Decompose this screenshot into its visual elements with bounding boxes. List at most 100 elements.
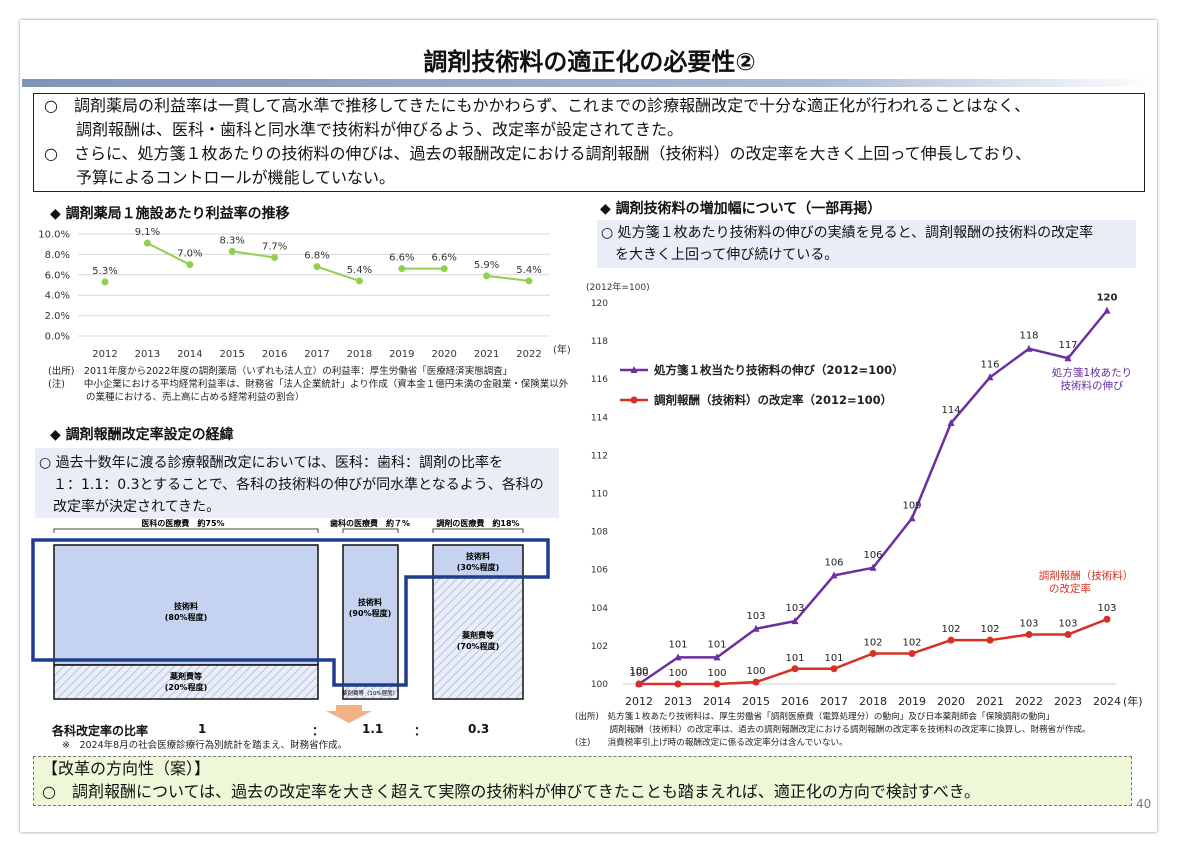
history-text: ○ 過去十数年に渡る診療報酬改定においては、医科：歯科：調剤の比率を <box>39 455 503 471</box>
y-tick-label: 114 <box>591 413 608 423</box>
data-label: 120 <box>1097 293 1118 304</box>
data-label: 5.4% <box>516 265 541 276</box>
y-tick-label: 106 <box>591 566 608 576</box>
ratio-row: 各科改定率の比率 1 ： 1.1 ： 0.3 <box>52 722 532 738</box>
data-point <box>674 653 682 661</box>
data-label: 103 <box>1097 603 1116 614</box>
series-line <box>232 250 275 259</box>
data-label: 102 <box>941 624 960 635</box>
data-point <box>1025 344 1033 352</box>
y-tick-label: 110 <box>591 490 608 500</box>
x-tick-label: 2022 <box>516 349 541 360</box>
dental-tech-label: 技術料 <box>358 597 382 607</box>
dental-cost-label: 歯科の医療費 約７% <box>330 518 410 528</box>
data-point <box>713 653 721 661</box>
x-axis-unit: (年) <box>1123 694 1143 708</box>
pharmacy-tech-block <box>432 544 524 578</box>
y-tick-label: 118 <box>591 337 608 347</box>
data-point <box>143 239 151 247</box>
data-label: 8.3% <box>219 235 244 246</box>
data-label: 114 <box>941 405 960 416</box>
legend-label: 処方箋１枚当たり技術料の伸び（2012=100） <box>653 363 904 377</box>
y-tick-label: 100 <box>591 680 608 690</box>
data-point <box>228 247 236 255</box>
increase-chart: (2012年=100) 100 102 104 106 108 110 112 114 116 11… <box>586 281 1143 708</box>
y-tick-label: 0.0% <box>45 332 70 343</box>
history-footnote: ※ 2024年8月の社会医療診療行為別統計を踏まえ、財務省作成。 <box>62 740 348 751</box>
data-label: 117 <box>1058 340 1077 351</box>
x-tick-label: 2012 <box>92 349 117 360</box>
pharmacy-drug-block <box>432 576 524 700</box>
medical-drug-block <box>53 664 319 700</box>
data-label: 100 <box>746 666 765 677</box>
source-line: 調剤報酬（技術料）の改定率は、過去の調剤報酬改定における調剤報酬の改定率を技術料… <box>575 725 1091 735</box>
ratio-colon: ： <box>414 724 427 738</box>
down-arrow-icon <box>326 705 372 723</box>
medical-tech-label: 技術料 <box>174 601 198 611</box>
increase-note: ○ 処方箋１枚あたり技術料の伸びの実績を見ると、調剤報酬の技術料の改定率 を大き… <box>597 220 1136 268</box>
data-point <box>869 563 877 571</box>
data-label: 100 <box>707 668 726 679</box>
data-label: 7.7% <box>262 241 287 252</box>
history-text: 改定率が決定されてきた。 <box>39 499 221 515</box>
data-point <box>1064 630 1072 638</box>
source-line: (注) 中小企業における平均経常利益率は、財務省「法人企業統計」より作成（資本金… <box>48 379 569 390</box>
x-tick-label: 2013 <box>135 349 160 360</box>
x-tick-label: 2020 <box>937 695 965 708</box>
data-label: 6.6% <box>389 253 414 264</box>
x-tick-label: 2016 <box>262 349 287 360</box>
ratio-colon: ： <box>312 724 325 738</box>
x-tick-label: 2022 <box>1015 695 1043 708</box>
data-label: 106 <box>824 557 843 568</box>
summary-line: ○ さらに、処方箋１枚あたりの技術料の伸びは、過去の報酬改定における調剤報酬（技… <box>44 144 1032 163</box>
data-point <box>947 636 955 644</box>
data-point <box>752 624 760 632</box>
data-point <box>271 253 279 261</box>
data-point <box>791 665 799 673</box>
series-line <box>146 242 191 266</box>
data-point <box>830 571 838 579</box>
x-tick-label: 2016 <box>781 695 809 708</box>
data-label: 7.0% <box>177 249 202 260</box>
y-tick-label: 108 <box>591 528 608 538</box>
data-label: 5.9% <box>474 260 499 271</box>
pharmacy-cost-label: 調剤の医療費 約18% <box>436 518 519 528</box>
x-tick-label: 2014 <box>703 695 731 708</box>
x-tick-label: 2024 <box>1093 695 1121 708</box>
data-point <box>186 261 194 269</box>
side-label: 処方箋1枚あたり <box>1052 366 1132 379</box>
medical-tech-block <box>53 544 319 666</box>
data-label: 5.4% <box>347 265 372 276</box>
legend-label: 調剤報酬（技術料）の改定率（2012=100） <box>654 393 892 407</box>
legend-marker <box>630 396 638 404</box>
data-point <box>313 263 321 271</box>
ratio-medical: 1 <box>198 722 207 736</box>
x-tick-label: 2018 <box>347 349 372 360</box>
pharmacy-tech-pct: (30%程度) <box>457 562 499 572</box>
history-text: １：1.1：0.3とすることで、各科の技術料の伸びが同水準となるよう、各科の <box>39 477 544 493</box>
data-point <box>483 272 491 280</box>
x-tick-label: 2019 <box>898 695 926 708</box>
summary-box: ○ 調剤薬局の利益率は一貫して高水準で推移してきたにもかかわらず、これまでの診療… <box>33 93 1145 192</box>
pharmacy-drug-pct: (70%程度) <box>457 641 499 651</box>
x-tick-label: 2019 <box>389 349 414 360</box>
side-label: 技術料の伸び <box>1061 379 1124 392</box>
title-rule <box>22 79 1156 87</box>
data-label: 103 <box>785 603 804 614</box>
data-point <box>713 680 721 688</box>
data-label: 100 <box>668 668 687 679</box>
data-label: 9.1% <box>135 227 160 238</box>
data-label: 106 <box>863 550 882 561</box>
data-label: 101 <box>785 653 804 664</box>
medical-drug-pct: (20%程度) <box>165 682 207 692</box>
data-point <box>635 680 643 688</box>
x-tick-label: 2013 <box>664 695 692 708</box>
ratio-pharmacy: 0.3 <box>468 722 490 736</box>
data-point <box>1025 630 1033 638</box>
data-point <box>791 617 799 625</box>
x-tick-label: 2015 <box>742 695 770 708</box>
medical-tech-pct: (80%程度) <box>165 612 207 622</box>
data-label: 102 <box>863 638 882 649</box>
data-label: 109 <box>902 500 921 511</box>
y-tick-label: 4.0% <box>45 291 70 302</box>
